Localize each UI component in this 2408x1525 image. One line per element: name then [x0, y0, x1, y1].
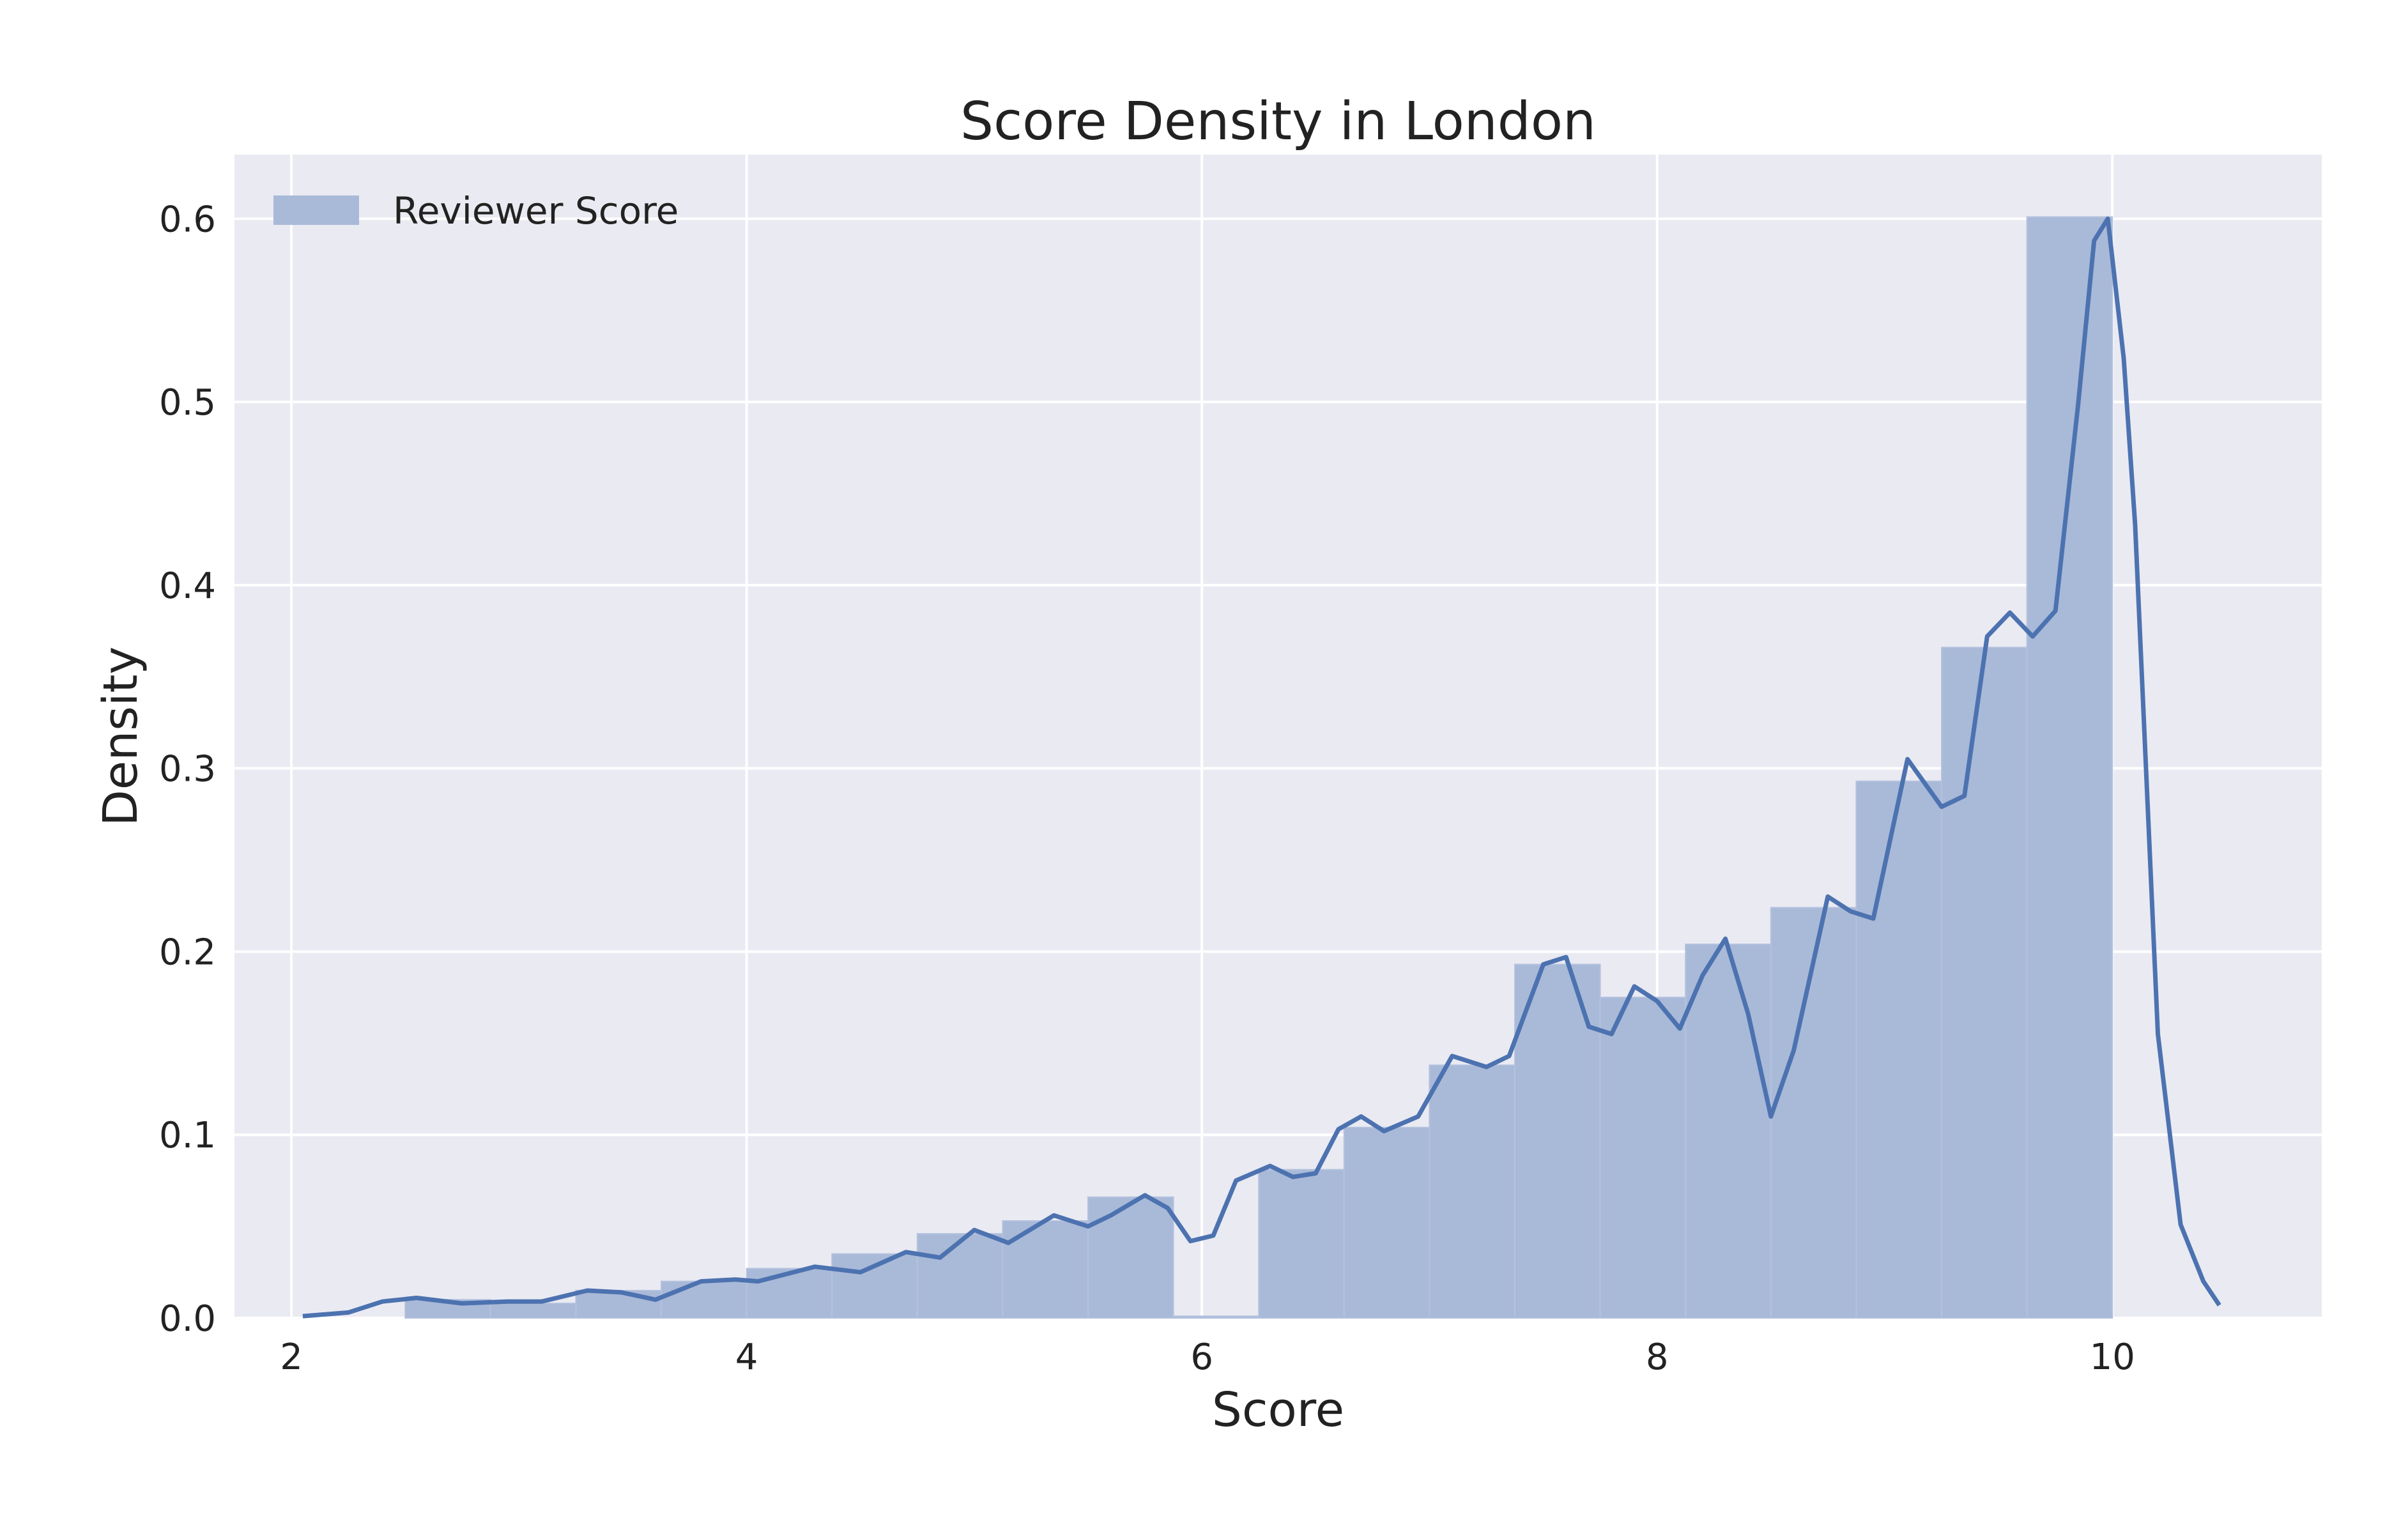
histogram-bars [404, 216, 2113, 1319]
legend-label: Reviewer Score [393, 189, 679, 233]
x-tick-labels: 2 4 6 8 10 [280, 1337, 2135, 1378]
x-tick-label: 6 [1190, 1337, 1213, 1378]
x-axis-label: Score [1212, 1383, 1344, 1437]
y-tick-label: 0.0 [159, 1298, 216, 1340]
histogram-bar [1599, 997, 1687, 1319]
histogram-bar [1855, 780, 1943, 1319]
legend-swatch [273, 195, 359, 225]
y-tick-label: 0.5 [159, 382, 216, 424]
histogram-bar [1685, 943, 1772, 1319]
y-tick-labels: 0.0 0.1 0.2 0.3 0.4 0.5 0.6 [159, 199, 216, 1340]
histogram-bar [1172, 1315, 1260, 1319]
y-axis-label: Density [93, 647, 148, 826]
legend: Reviewer Score [273, 189, 679, 233]
histogram-bar [661, 1280, 748, 1319]
y-tick-label: 0.2 [159, 931, 216, 973]
y-tick-label: 0.1 [159, 1115, 216, 1156]
histogram-bar [1429, 1064, 1516, 1319]
kde-line [302, 216, 2221, 1319]
x-tick-label: 4 [735, 1337, 758, 1378]
histogram-bar [489, 1303, 577, 1319]
histogram-bar [1941, 647, 2028, 1319]
x-tick-label: 2 [280, 1337, 303, 1378]
y-tick-label: 0.3 [159, 749, 216, 790]
histogram-bar [2026, 216, 2113, 1319]
chart-title: Score Density in London [960, 91, 1596, 152]
y-tick-label: 0.6 [159, 199, 216, 240]
histogram-bar [1258, 1169, 1345, 1319]
histogram-bar [1087, 1196, 1174, 1319]
histogram-bar [1002, 1220, 1089, 1319]
y-tick-label: 0.4 [159, 565, 216, 607]
histogram-bar [575, 1289, 663, 1319]
histogram-bar [1343, 1126, 1430, 1319]
x-tick-label: 8 [1646, 1337, 1669, 1378]
histogram-bar [1770, 907, 1857, 1319]
histogram-bar [916, 1233, 1004, 1319]
x-tick-label: 10 [2090, 1337, 2135, 1378]
histogram-bar [746, 1268, 833, 1319]
